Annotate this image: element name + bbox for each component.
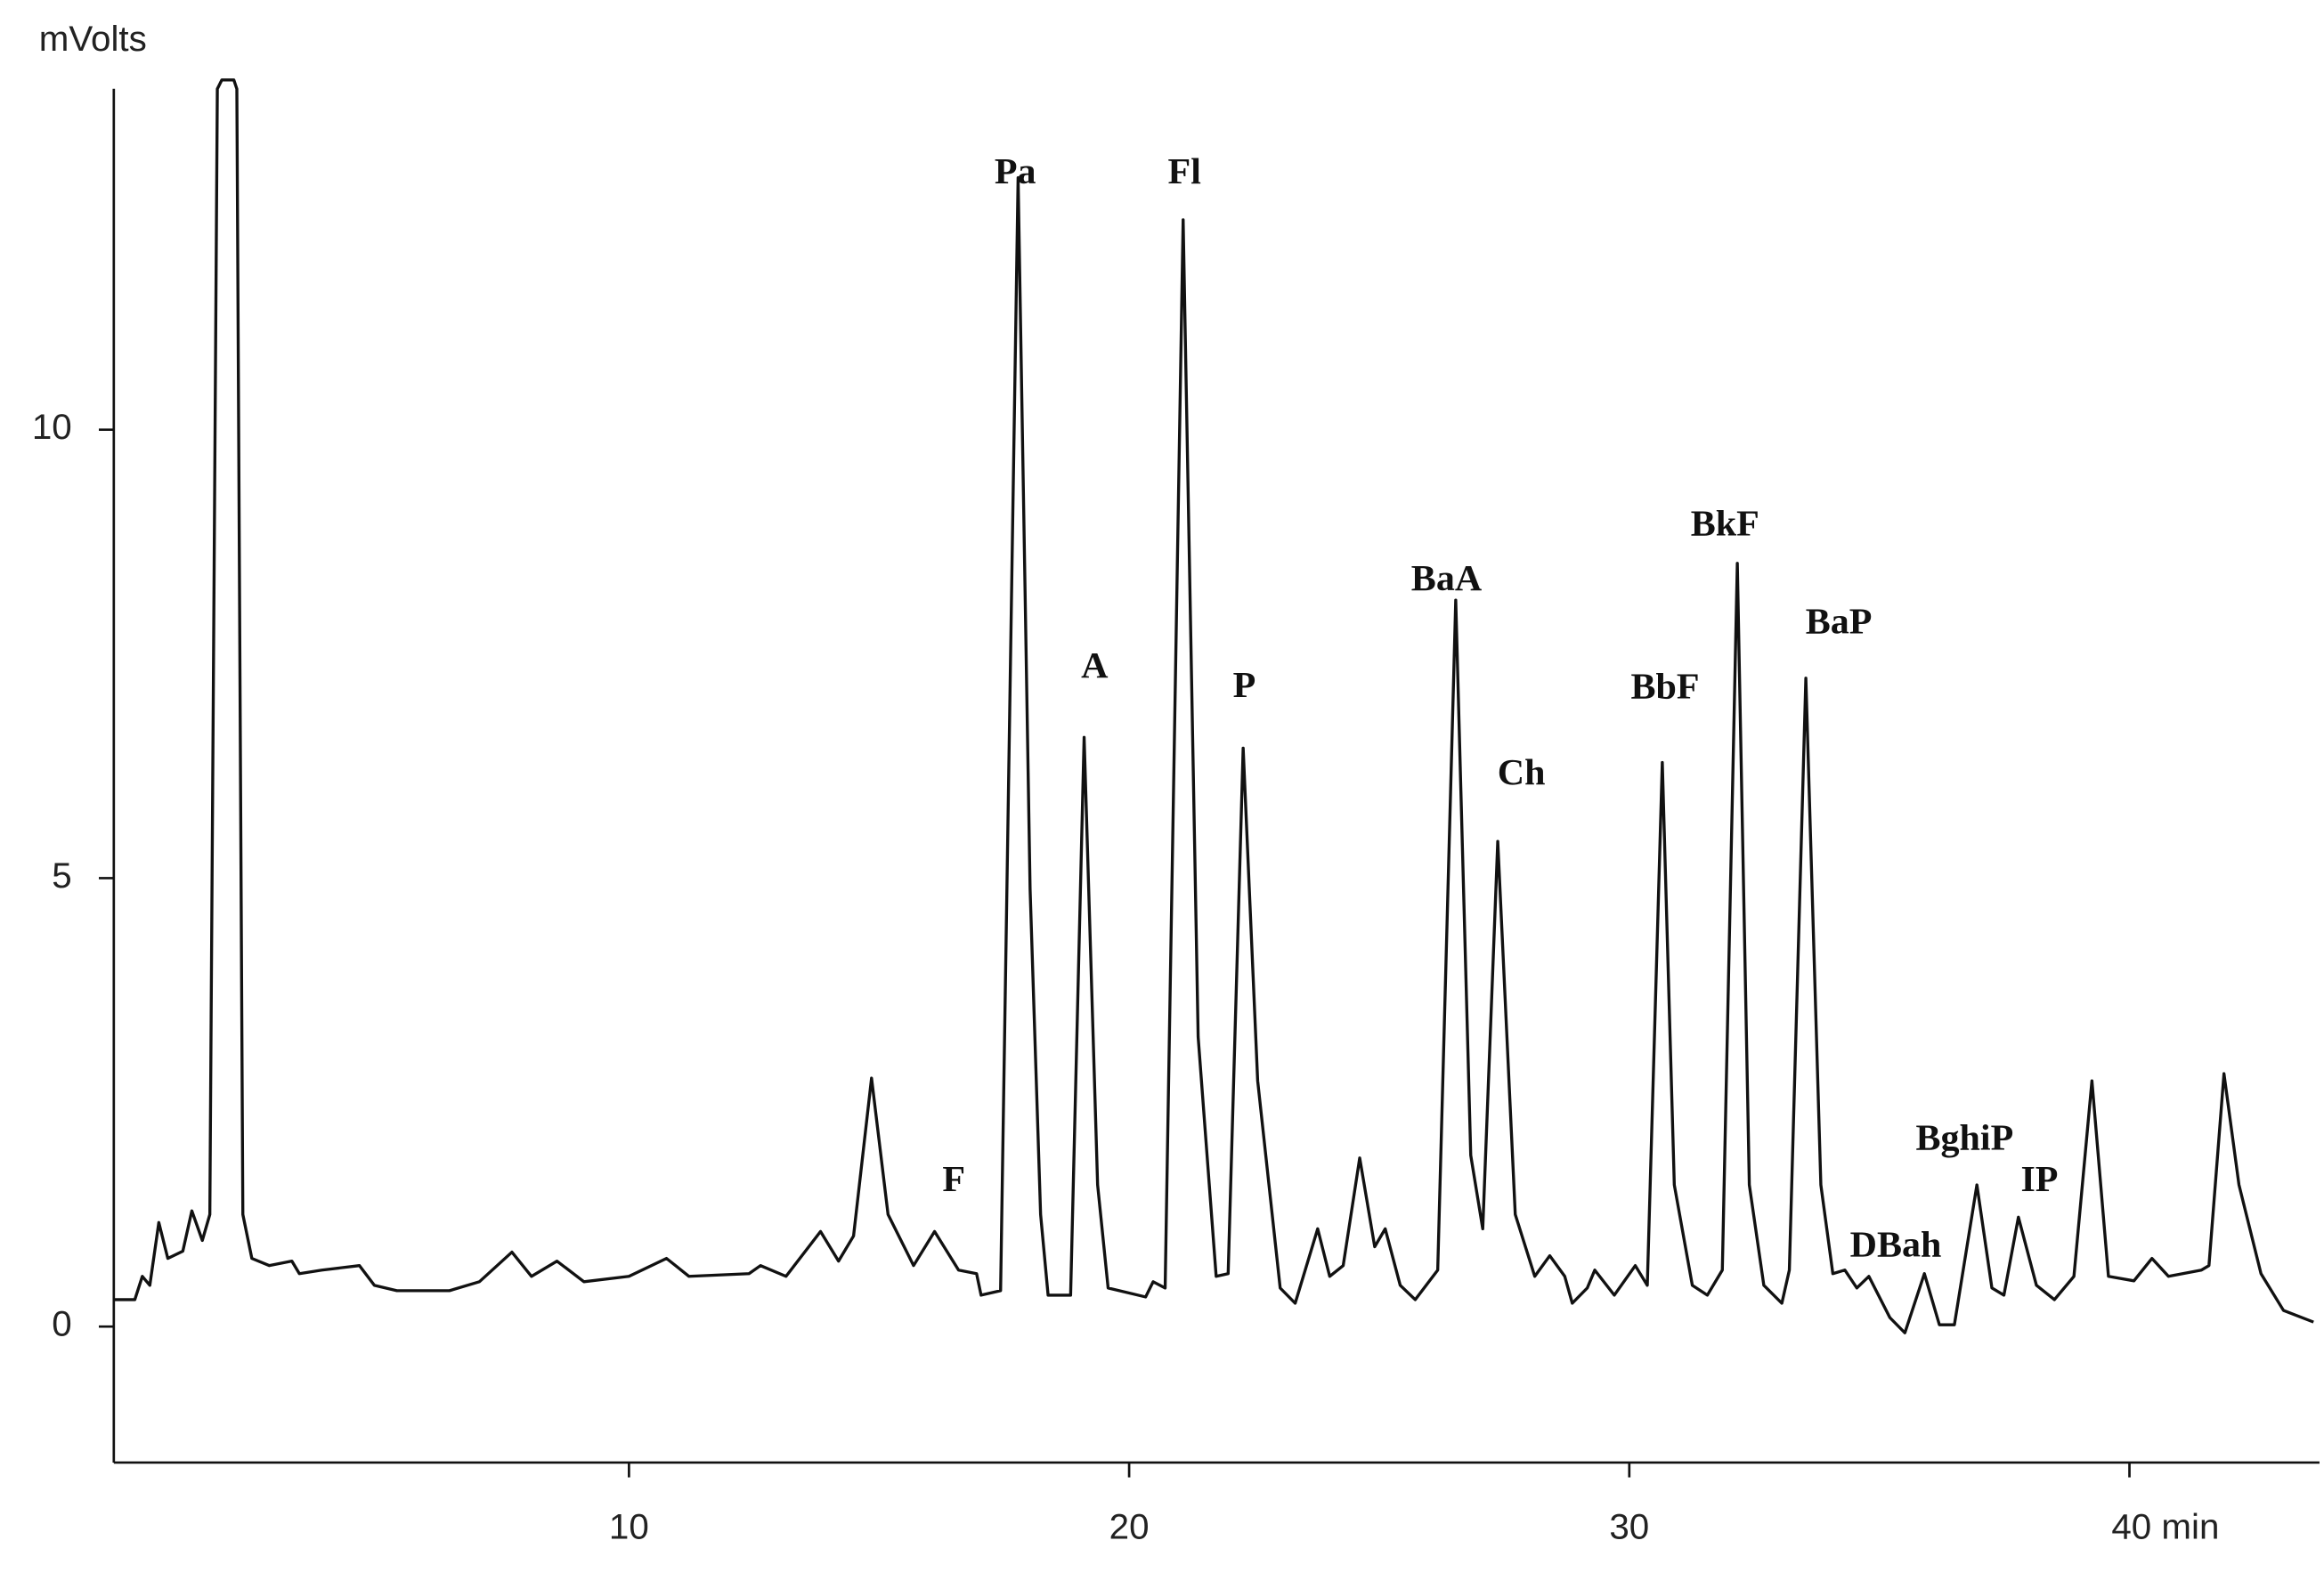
y-tick-label: 10 [32,407,72,447]
peak-label: Fl [1168,151,1201,192]
peak-label: BaP [1806,601,1873,642]
y-axis-label: mVolts [39,19,147,59]
chromatogram-trace [113,78,2314,1334]
peak-label: BaA [1411,558,1482,599]
peak-label: DBah [1850,1225,1942,1266]
peak-label: IP [2020,1159,2058,1200]
x-tick-label: 10 [609,1507,649,1547]
peak-label: P [1233,665,1256,706]
peak-label: BbF [1631,667,1700,708]
peak-label: F [942,1159,965,1200]
peak-label: Ch [1498,752,1546,793]
y-tick-label: 5 [52,855,71,896]
x-tick-label: 30 [1609,1507,1649,1547]
peak-label: BghiP [1916,1118,2014,1159]
peak-label: A [1081,645,1108,686]
x-tick-label: 40 min [2111,1507,2219,1547]
peak-label: BkF [1691,504,1759,545]
x-tick-label: 20 [1109,1507,1150,1547]
y-tick-label: 0 [52,1304,71,1344]
peak-label: Pa [995,151,1036,192]
